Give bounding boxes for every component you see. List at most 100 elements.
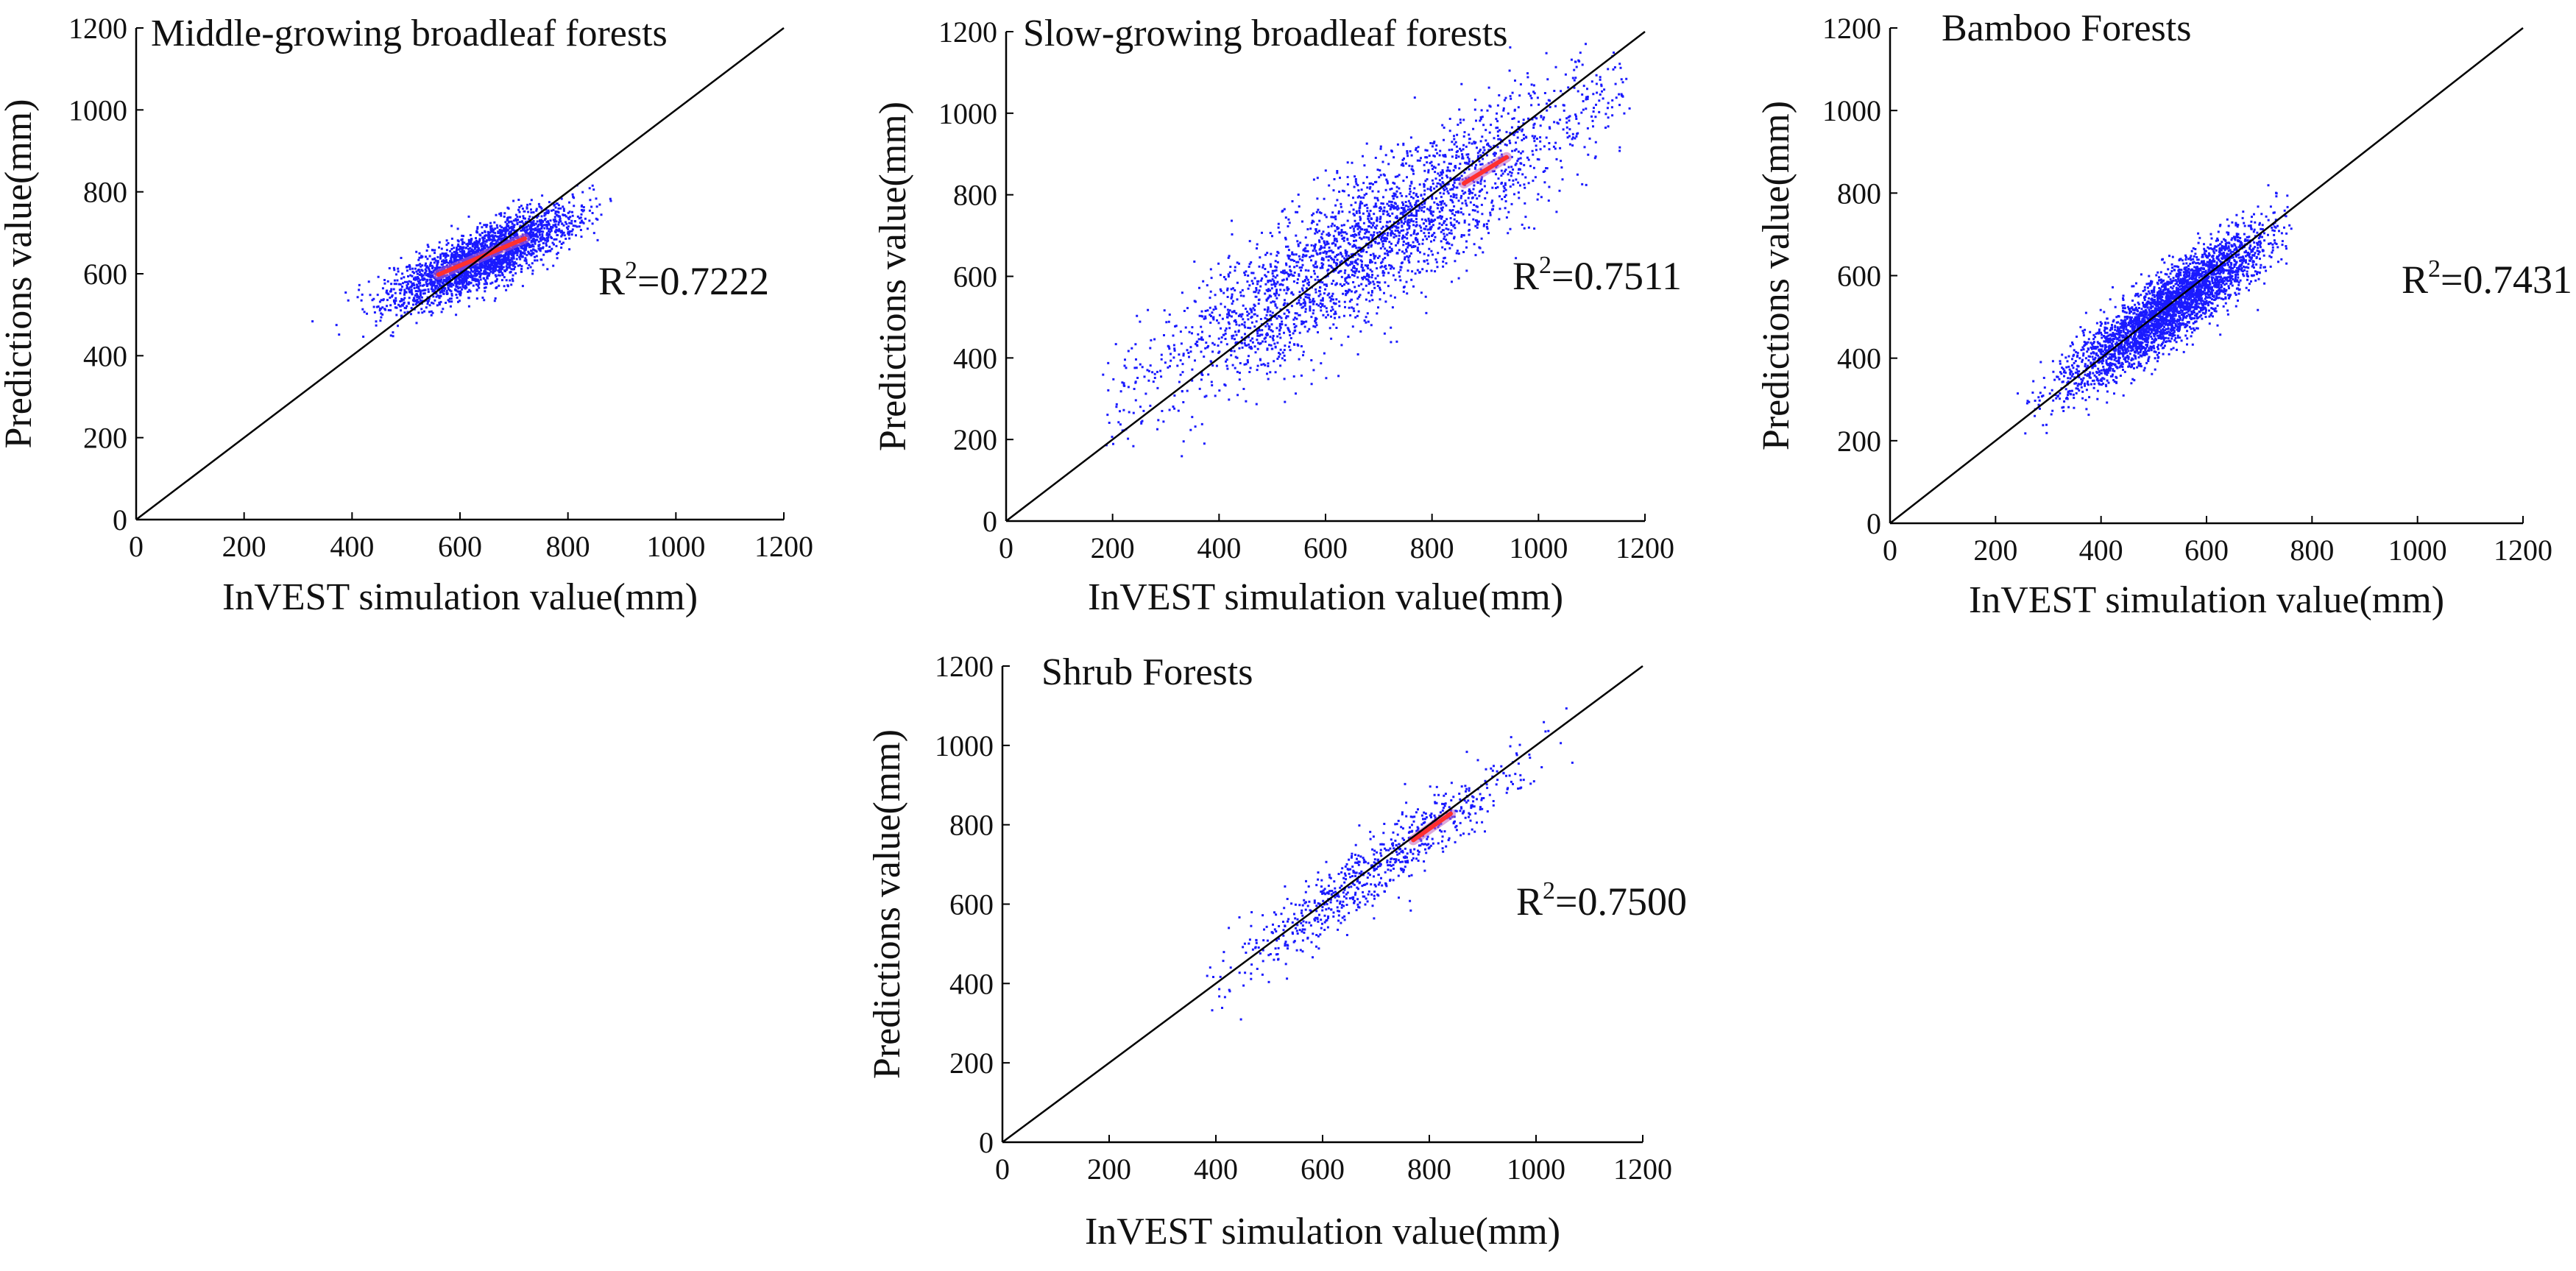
y-tick-label: 1200: [938, 15, 997, 49]
x-tick-label: 600: [1301, 1153, 1345, 1186]
y-tick-label: 400: [1837, 342, 1881, 375]
y-tick-label: 1000: [938, 97, 997, 130]
r-symbol: R: [1512, 254, 1539, 298]
y-tick-label: 800: [83, 176, 127, 209]
x-tick-label: 1000: [2388, 534, 2447, 567]
x-tick-label: 200: [1091, 531, 1135, 564]
data-points: [1206, 707, 1574, 1021]
y-tick-label: 600: [83, 258, 127, 291]
y-tick-label: 800: [953, 179, 997, 212]
scatter-panel-3: 0 200 400 600 800 1000 1200 0 200 400 600 800 1000 12…: [1755, 7, 2572, 621]
data-points: [311, 184, 612, 338]
x-axis-title: InVEST simulation value(mm): [1969, 579, 2444, 621]
r-squared-label: R2=0.7511: [1512, 252, 1682, 298]
x-tick-label: 400: [2079, 534, 2123, 567]
x-tick-label: 800: [546, 530, 590, 563]
y-tick-label: 600: [949, 888, 994, 921]
x-tick-label: 800: [1410, 531, 1454, 564]
r-squared-value: =0.7431: [2441, 258, 2572, 302]
x-tick-label: 200: [1973, 534, 2017, 567]
r-squared-value: =0.7222: [637, 259, 769, 303]
x-tick-label: 1200: [754, 530, 813, 563]
r-squared-value: =0.7511: [1551, 254, 1682, 298]
x-tick-label: 600: [438, 530, 482, 563]
r-symbol: R: [2402, 258, 2428, 302]
y-tick-label: 200: [83, 422, 127, 455]
r-superscript: 2: [2428, 255, 2441, 283]
y-tick-label: 200: [1837, 425, 1881, 458]
y-tick-label: 1200: [1822, 12, 1881, 45]
point-cloud: [2017, 184, 2293, 435]
r-symbol: R: [598, 259, 625, 303]
reference-line: [1002, 665, 1643, 1144]
x-tick-label: 1200: [1613, 1153, 1672, 1186]
panel-title: Bamboo Forests: [1942, 7, 2191, 49]
y-axis-title: Predictions value(mm): [1755, 101, 1797, 450]
panel-title: Slow-growing broadleaf forests: [1023, 13, 1508, 54]
y-tick-label: 0: [1866, 507, 1881, 540]
y-tick-label: 0: [979, 1126, 994, 1159]
x-tick-label: 600: [2184, 534, 2229, 567]
y-tick-label: 1000: [68, 93, 127, 127]
density-core: [1411, 811, 1453, 843]
y-tick-label: 200: [953, 423, 997, 456]
y-tick-label: 400: [953, 341, 997, 375]
x-axis-title: InVEST simulation value(mm): [222, 576, 698, 618]
panel-title: Shrub Forests: [1041, 651, 1253, 693]
x-tick-label: 0: [995, 1153, 1010, 1186]
y-tick-label: 1200: [68, 12, 127, 45]
y-tick-label: 1200: [935, 650, 994, 683]
x-axis-title: InVEST simulation value(mm): [1085, 1211, 1560, 1253]
x-tick-label: 800: [2290, 534, 2334, 567]
x-tick-label: 0: [999, 531, 1013, 564]
y-tick-label: 0: [983, 505, 997, 538]
x-tick-label: 600: [1303, 531, 1348, 564]
x-tick-label: 1200: [2494, 534, 2552, 567]
x-tick-label: 400: [330, 530, 374, 563]
y-axis-title: Predictions value(mm): [872, 102, 914, 451]
y-tick-label: 400: [949, 967, 994, 1000]
y-tick-label: 200: [949, 1047, 994, 1080]
x-axis-title: InVEST simulation value(mm): [1088, 576, 1563, 618]
r-superscript: 2: [1539, 252, 1551, 279]
reference-line: [135, 27, 785, 520]
x-tick-label: 1200: [1616, 531, 1674, 564]
x-tick-label: 400: [1197, 531, 1241, 564]
x-tick-label: 800: [1407, 1153, 1451, 1186]
x-tick-label: 0: [129, 530, 144, 563]
r-superscript: 2: [625, 257, 637, 284]
density-core: [1462, 155, 1509, 186]
y-tick-label: 600: [1837, 260, 1881, 293]
x-tick-label: 200: [222, 530, 266, 563]
y-tick-label: 0: [113, 503, 127, 537]
y-tick-label: 1000: [935, 729, 994, 762]
r-superscript: 2: [1543, 877, 1555, 904]
y-tick-label: 800: [1837, 177, 1881, 210]
y-axis-title: Predictions value(mm): [866, 729, 908, 1079]
reference-line: [1005, 31, 1646, 522]
scatter-panel-1: 0 200 400 600 800 1000 1200 0 200 400 600 800 1000 12…: [0, 12, 813, 618]
r-symbol: R: [1516, 879, 1543, 924]
x-tick-label: 0: [1883, 534, 1897, 567]
y-tick-label: 1000: [1822, 94, 1881, 127]
x-tick-label: 1000: [646, 530, 705, 563]
x-tick-label: 200: [1087, 1153, 1131, 1186]
panel-title: Middle-growing broadleaf forests: [151, 13, 668, 54]
reference-line: [1889, 27, 2524, 524]
y-tick-label: 800: [949, 809, 994, 842]
scatter-panel-2: 0 200 400 600 800 1000 1200 0 200 400 600 800 1000 12…: [872, 13, 1682, 618]
y-tick-label: 400: [83, 339, 127, 372]
scatter-panel-4: 0 200 400 600 800 1000 1200 0 200 400 600 800 1000 12…: [866, 650, 1687, 1253]
data-points: [2017, 184, 2293, 435]
y-tick-label: 600: [953, 261, 997, 294]
r-squared-label: R2=0.7500: [1516, 877, 1687, 924]
y-axis-title: Predictions value(mm): [0, 99, 40, 448]
r-squared-label: R2=0.7222: [598, 257, 769, 303]
point-cloud: [1102, 43, 1631, 458]
point-cloud: [1206, 707, 1574, 1021]
data-points: [1102, 43, 1631, 458]
r-squared-value: =0.7500: [1555, 879, 1687, 924]
x-tick-label: 1000: [1509, 531, 1568, 564]
r-squared-label: R2=0.7431: [2402, 255, 2572, 302]
